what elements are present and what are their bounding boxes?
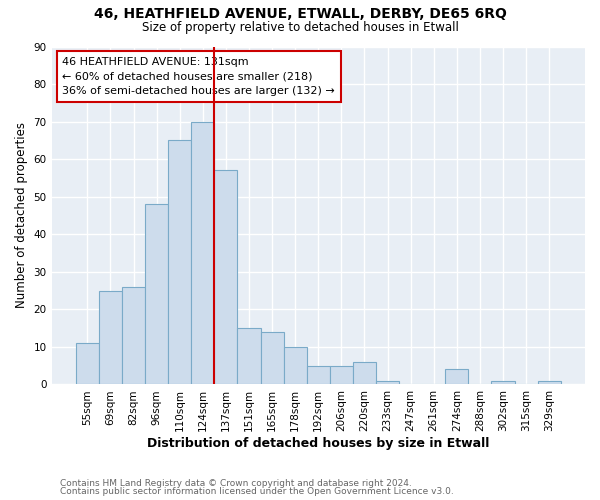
- Bar: [214, 170, 238, 384]
- Text: Contains public sector information licensed under the Open Government Licence v3: Contains public sector information licen…: [60, 487, 454, 496]
- Bar: [491, 380, 515, 384]
- Bar: [284, 347, 307, 385]
- Bar: [330, 366, 353, 384]
- Bar: [538, 380, 561, 384]
- Bar: [191, 122, 214, 384]
- Bar: [168, 140, 191, 384]
- Bar: [307, 366, 330, 384]
- Bar: [260, 332, 284, 384]
- Text: 46, HEATHFIELD AVENUE, ETWALL, DERBY, DE65 6RQ: 46, HEATHFIELD AVENUE, ETWALL, DERBY, DE…: [94, 8, 506, 22]
- Text: Contains HM Land Registry data © Crown copyright and database right 2024.: Contains HM Land Registry data © Crown c…: [60, 478, 412, 488]
- Text: 46 HEATHFIELD AVENUE: 131sqm
← 60% of detached houses are smaller (218)
36% of s: 46 HEATHFIELD AVENUE: 131sqm ← 60% of de…: [62, 56, 335, 96]
- Bar: [122, 287, 145, 384]
- Bar: [376, 380, 399, 384]
- Y-axis label: Number of detached properties: Number of detached properties: [15, 122, 28, 308]
- X-axis label: Distribution of detached houses by size in Etwall: Distribution of detached houses by size …: [147, 437, 490, 450]
- Bar: [76, 343, 99, 384]
- Text: Size of property relative to detached houses in Etwall: Size of property relative to detached ho…: [142, 21, 458, 34]
- Bar: [353, 362, 376, 384]
- Bar: [145, 204, 168, 384]
- Bar: [238, 328, 260, 384]
- Bar: [99, 290, 122, 384]
- Bar: [445, 370, 469, 384]
